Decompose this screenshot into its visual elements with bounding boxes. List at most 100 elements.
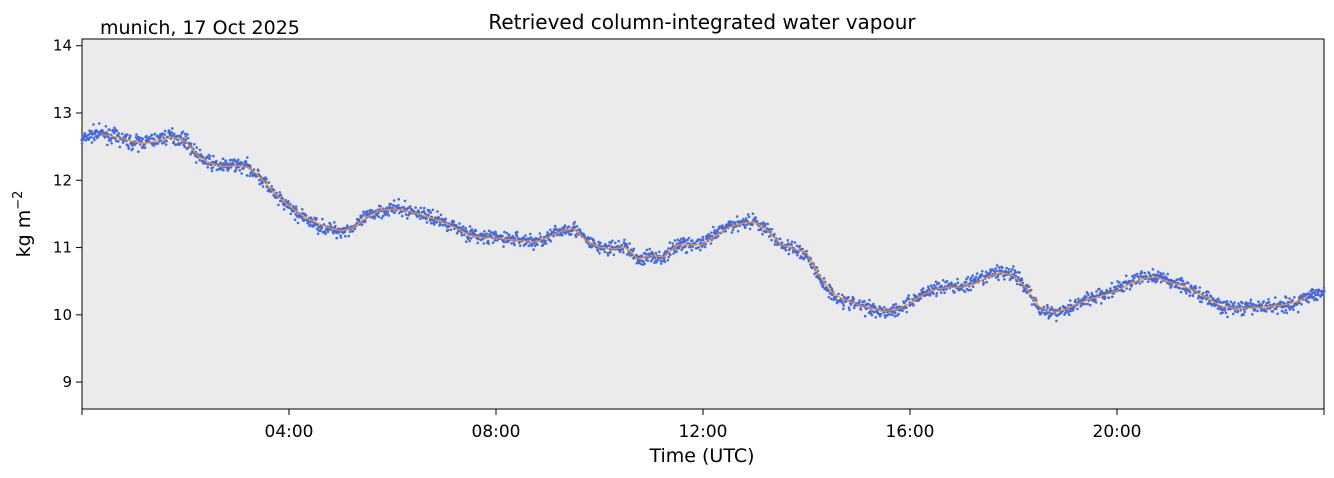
raw-point: [491, 241, 495, 245]
raw-point: [469, 237, 473, 240]
raw-point: [894, 302, 898, 306]
raw-point: [1307, 300, 1310, 304]
raw-point: [151, 142, 155, 145]
raw-point: [960, 288, 963, 291]
raw-point: [967, 288, 970, 292]
raw-point: [206, 166, 209, 169]
raw-point: [153, 132, 157, 136]
raw-point: [893, 315, 897, 318]
raw-point: [1260, 303, 1264, 307]
raw-point: [131, 147, 134, 151]
raw-point: [773, 243, 777, 246]
raw-point: [501, 234, 504, 238]
y-tick-label: 12: [53, 171, 72, 189]
raw-point: [357, 218, 361, 221]
raw-point: [912, 293, 916, 297]
raw-point: [868, 298, 871, 302]
raw-point: [127, 145, 130, 148]
raw-point: [703, 245, 707, 249]
raw-point: [1071, 308, 1075, 312]
raw-point: [600, 244, 603, 248]
raw-point: [1159, 280, 1163, 284]
raw-point: [1216, 307, 1220, 310]
raw-point: [842, 304, 845, 307]
x-tick-label: 16:00: [886, 422, 935, 442]
raw-point: [344, 234, 347, 238]
raw-point: [801, 247, 804, 251]
raw-point: [941, 279, 945, 282]
raw-point: [493, 239, 497, 242]
raw-point: [1218, 301, 1222, 304]
raw-point: [1253, 308, 1257, 312]
raw-point: [1295, 302, 1299, 306]
raw-point: [673, 239, 677, 242]
raw-point: [446, 228, 450, 232]
raw-point: [970, 276, 973, 280]
raw-point: [659, 259, 662, 263]
raw-point: [128, 136, 132, 140]
raw-point: [921, 287, 925, 290]
raw-point: [353, 227, 357, 231]
raw-point: [215, 159, 218, 163]
raw-point: [841, 302, 845, 305]
raw-point: [444, 217, 448, 220]
raw-point: [653, 256, 657, 260]
raw-point: [966, 275, 970, 279]
raw-point: [907, 294, 910, 297]
raw-point: [997, 278, 1000, 282]
raw-point: [1236, 309, 1240, 313]
raw-point: [1016, 276, 1020, 279]
raw-point: [690, 248, 694, 252]
raw-point: [293, 218, 297, 221]
raw-point: [827, 296, 831, 299]
raw-point: [502, 240, 506, 244]
raw-point: [1256, 309, 1259, 313]
raw-point: [746, 213, 750, 216]
raw-point: [1100, 302, 1103, 305]
raw-point: [1050, 306, 1053, 309]
raw-point: [1087, 293, 1090, 297]
raw-point: [935, 292, 939, 295]
raw-point: [366, 210, 369, 213]
raw-point: [507, 233, 511, 236]
raw-point: [1067, 304, 1070, 307]
raw-point: [956, 281, 960, 285]
raw-point: [505, 231, 509, 235]
raw-point: [793, 241, 797, 244]
raw-point: [120, 132, 124, 136]
raw-point: [786, 239, 790, 242]
raw-point: [1296, 310, 1300, 314]
raw-point: [118, 145, 122, 149]
raw-point: [1232, 304, 1235, 307]
raw-point: [1231, 312, 1235, 316]
raw-point: [995, 269, 998, 273]
raw-point: [245, 174, 249, 177]
raw-point: [285, 205, 289, 209]
raw-point: [180, 141, 183, 145]
raw-point: [787, 242, 790, 245]
raw-point: [248, 164, 252, 167]
raw-point: [106, 143, 109, 147]
raw-point: [88, 129, 91, 132]
raw-point: [729, 220, 733, 223]
raw-point: [784, 248, 788, 252]
raw-point: [316, 223, 319, 227]
raw-point: [842, 307, 845, 311]
raw-point: [573, 220, 576, 224]
raw-point: [1197, 296, 1200, 300]
raw-point: [1175, 278, 1179, 282]
raw-point: [714, 236, 718, 240]
raw-point: [1187, 281, 1190, 285]
raw-point: [1100, 289, 1104, 293]
raw-point: [964, 280, 968, 284]
raw-point: [1188, 291, 1192, 294]
raw-point: [965, 277, 968, 281]
raw-point: [111, 128, 115, 132]
raw-point: [548, 233, 551, 236]
raw-point: [333, 221, 336, 224]
raw-point: [1312, 288, 1315, 292]
raw-point: [204, 162, 208, 165]
raw-point: [109, 139, 112, 142]
raw-point: [329, 223, 332, 226]
raw-point: [1138, 282, 1142, 285]
